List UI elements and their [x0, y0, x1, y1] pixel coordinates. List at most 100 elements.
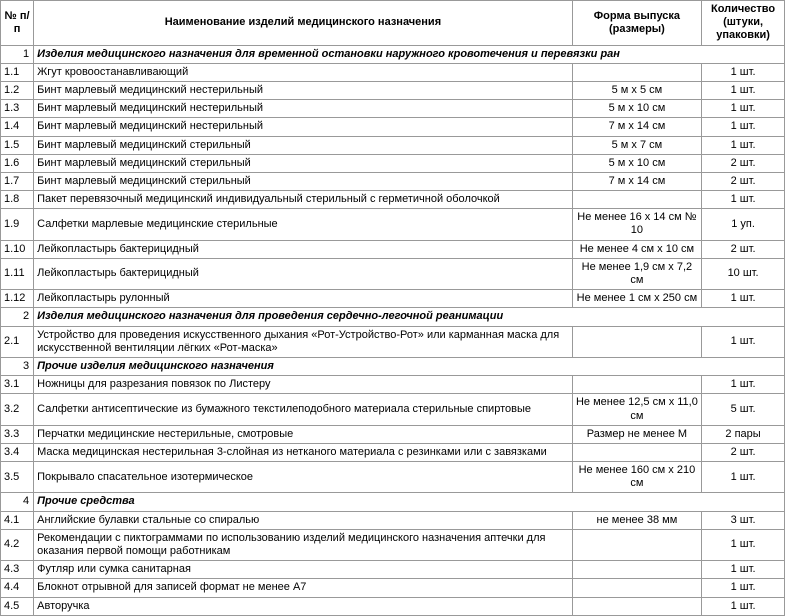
- row-qty: 2 пары: [702, 425, 785, 443]
- row-form: Не менее 1 см х 250 см: [572, 290, 701, 308]
- row-qty: 1 шт.: [702, 136, 785, 154]
- section-row: 4Прочие средства: [1, 493, 785, 511]
- row-num: 3.4: [1, 443, 34, 461]
- table-row: 2.1Устройство для проведения искусственн…: [1, 326, 785, 357]
- row-qty: 10 шт.: [702, 258, 785, 289]
- row-qty: 1 шт.: [702, 63, 785, 81]
- row-name: Лейкопластырь бактерицидный: [34, 258, 573, 289]
- row-num: 3.2: [1, 394, 34, 425]
- section-title: Прочие изделия медицинского назначения: [34, 357, 785, 375]
- row-num: 1.10: [1, 240, 34, 258]
- row-qty: 2 шт.: [702, 443, 785, 461]
- row-qty: 1 шт.: [702, 529, 785, 560]
- row-form: Размер не менее М: [572, 425, 701, 443]
- table-row: 4.5Авторучка1 шт.: [1, 597, 785, 615]
- row-qty: 1 шт.: [702, 100, 785, 118]
- table-row: 4.4Блокнот отрывной для записей формат н…: [1, 579, 785, 597]
- section-num: 1: [1, 45, 34, 63]
- row-name: Устройство для проведения искусственного…: [34, 326, 573, 357]
- row-num: 1.7: [1, 172, 34, 190]
- row-form: 5 м х 10 см: [572, 100, 701, 118]
- table-row: 3.5Покрывало спасательное изотермическое…: [1, 462, 785, 493]
- document-page: № п/п Наименование изделий медицинского …: [0, 0, 785, 616]
- table-row: 1.7Бинт марлевый медицинский стерильный7…: [1, 172, 785, 190]
- row-num: 4.2: [1, 529, 34, 560]
- row-qty: 1 шт.: [702, 290, 785, 308]
- row-num: 1.3: [1, 100, 34, 118]
- row-name: Пакет перевязочный медицинский индивидуа…: [34, 191, 573, 209]
- col-header-name: Наименование изделий медицинского назнач…: [34, 1, 573, 46]
- row-name: Лейкопластырь бактерицидный: [34, 240, 573, 258]
- row-num: 1.1: [1, 63, 34, 81]
- row-qty: 1 шт.: [702, 579, 785, 597]
- section-title: Изделия медицинского назначения для пров…: [34, 308, 785, 326]
- row-num: 1.6: [1, 154, 34, 172]
- row-form: [572, 376, 701, 394]
- table-row: 1.8Пакет перевязочный медицинский индиви…: [1, 191, 785, 209]
- row-form: 7 м х 14 см: [572, 118, 701, 136]
- table-row: 1.1Жгут кровоостанавливающий1 шт.: [1, 63, 785, 81]
- row-num: 1.9: [1, 209, 34, 240]
- table-row: 1.10Лейкопластырь бактерицидныйНе менее …: [1, 240, 785, 258]
- row-form: Не менее 4 см х 10 см: [572, 240, 701, 258]
- row-form: Не менее 12,5 см х 11,0 см: [572, 394, 701, 425]
- row-qty: 3 шт.: [702, 511, 785, 529]
- row-name: Бинт марлевый медицинский стерильный: [34, 136, 573, 154]
- row-qty: 1 шт.: [702, 561, 785, 579]
- row-name: Салфетки антисептические из бумажного те…: [34, 394, 573, 425]
- section-title: Изделия медицинского назначения для врем…: [34, 45, 785, 63]
- table-row: 3.3Перчатки медицинские нестерильные, см…: [1, 425, 785, 443]
- row-num: 1.4: [1, 118, 34, 136]
- row-qty: 2 шт.: [702, 154, 785, 172]
- table-row: 1.11Лейкопластырь бактерицидныйНе менее …: [1, 258, 785, 289]
- table-row: 1.12Лейкопластырь рулонныйНе менее 1 см …: [1, 290, 785, 308]
- row-form: [572, 561, 701, 579]
- row-num: 4.1: [1, 511, 34, 529]
- row-num: 1.8: [1, 191, 34, 209]
- table-row: 3.4Маска медицинская нестерильная 3-слой…: [1, 443, 785, 461]
- section-row: 2Изделия медицинского назначения для про…: [1, 308, 785, 326]
- row-name: Ножницы для разрезания повязок по Листер…: [34, 376, 573, 394]
- table-row: 1.2Бинт марлевый медицинский нестерильны…: [1, 81, 785, 99]
- row-num: 1.12: [1, 290, 34, 308]
- table-row: 4.1Английские булавки стальные со спирал…: [1, 511, 785, 529]
- row-num: 3.5: [1, 462, 34, 493]
- table-row: 1.9Салфетки марлевые медицинские стериль…: [1, 209, 785, 240]
- row-qty: 2 шт.: [702, 172, 785, 190]
- row-name: Бинт марлевый медицинский стерильный: [34, 172, 573, 190]
- table-row: 1.5Бинт марлевый медицинский стерильный5…: [1, 136, 785, 154]
- table-row: 4.2Рекомендации с пиктограммами по испол…: [1, 529, 785, 560]
- row-form: [572, 326, 701, 357]
- table-row: 3.2Салфетки антисептические из бумажного…: [1, 394, 785, 425]
- row-name: Салфетки марлевые медицинские стерильные: [34, 209, 573, 240]
- table-row: 1.3Бинт марлевый медицинский нестерильны…: [1, 100, 785, 118]
- row-form: [572, 191, 701, 209]
- row-num: 3.3: [1, 425, 34, 443]
- table-row: 1.6Бинт марлевый медицинский стерильный5…: [1, 154, 785, 172]
- section-row: 1Изделия медицинского назначения для вре…: [1, 45, 785, 63]
- row-num: 1.2: [1, 81, 34, 99]
- row-qty: 1 шт.: [702, 376, 785, 394]
- row-qty: 1 уп.: [702, 209, 785, 240]
- section-row: 3Прочие изделия медицинского назначения: [1, 357, 785, 375]
- row-name: Покрывало спасательное изотермическое: [34, 462, 573, 493]
- row-qty: 1 шт.: [702, 81, 785, 99]
- col-header-form: Форма выпуска (размеры): [572, 1, 701, 46]
- row-name: Маска медицинская нестерильная 3-слойная…: [34, 443, 573, 461]
- row-qty: 1 шт.: [702, 118, 785, 136]
- col-header-qty: Количество (штуки, упаковки): [702, 1, 785, 46]
- row-form: [572, 579, 701, 597]
- row-name: Перчатки медицинские нестерильные, смотр…: [34, 425, 573, 443]
- row-name: Блокнот отрывной для записей формат не м…: [34, 579, 573, 597]
- row-num: 2.1: [1, 326, 34, 357]
- row-name: Бинт марлевый медицинский нестерильный: [34, 118, 573, 136]
- row-num: 4.3: [1, 561, 34, 579]
- row-qty: 1 шт.: [702, 326, 785, 357]
- table-body: 1Изделия медицинского назначения для вре…: [1, 45, 785, 615]
- medical-items-table: № п/п Наименование изделий медицинского …: [0, 0, 785, 616]
- row-form: [572, 63, 701, 81]
- row-name: Английские булавки стальные со спиралью: [34, 511, 573, 529]
- row-num: 1.11: [1, 258, 34, 289]
- section-num: 3: [1, 357, 34, 375]
- row-form: 5 м х 10 см: [572, 154, 701, 172]
